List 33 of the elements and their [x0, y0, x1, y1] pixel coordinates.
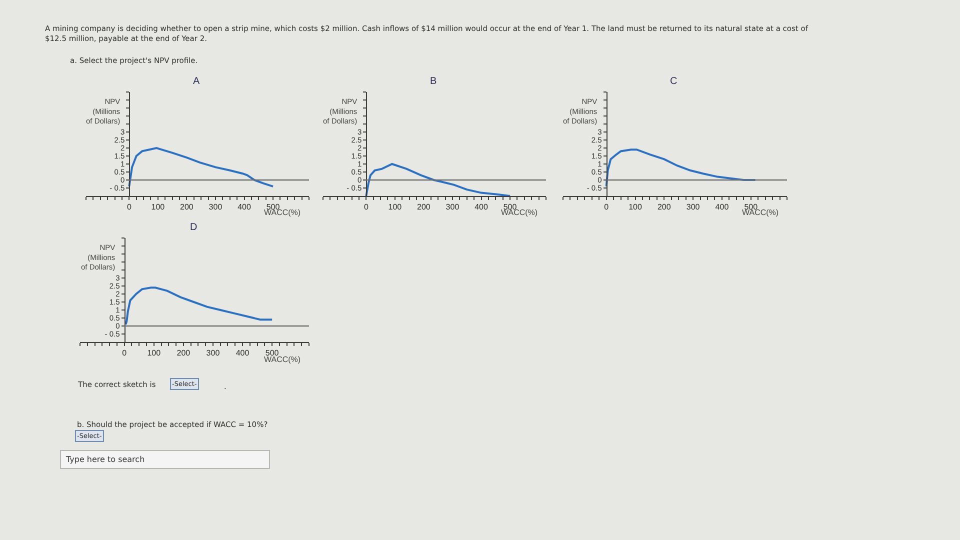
line-series [128, 147, 274, 188]
x-tick-label: 500 [265, 348, 280, 358]
x-tick-label: 100 [628, 202, 642, 212]
line-series [365, 163, 512, 196]
x-tick-label: 300 [686, 202, 700, 212]
chart-title: C [670, 76, 678, 87]
x-tick-label: 0 [126, 202, 132, 212]
x-tick-label: 300 [208, 202, 223, 212]
chart-title: D [190, 222, 198, 233]
x-axis-title: WACC(%) [742, 208, 779, 217]
chart-title: A [193, 76, 200, 87]
x-tick-label: 400 [715, 202, 730, 212]
x-tick-label: 400 [236, 348, 250, 358]
x-tick-label: 100 [388, 202, 402, 212]
x-tick-label: 400 [474, 202, 488, 212]
x-tick-label: 100 [147, 348, 162, 358]
x-tick-label: 300 [206, 348, 220, 358]
x-tick-label: 400 [238, 202, 252, 212]
x-tick-label: 200 [657, 202, 672, 212]
x-axis-title: WACC(%) [264, 355, 301, 364]
line-series [605, 148, 756, 188]
x-tick-label: 0 [604, 202, 610, 212]
x-tick-label: 200 [176, 348, 191, 358]
x-axis-title: WACC(%) [501, 208, 538, 217]
x-tick-label: 200 [180, 202, 194, 212]
x-axis-title: WACC(%) [264, 208, 301, 217]
chart-title: B [430, 76, 437, 87]
x-tick-label: 100 [151, 202, 166, 212]
x-tick-label: 200 [417, 202, 431, 212]
text: Type here to search [65, 455, 145, 464]
x-tick-label: 0 [364, 202, 369, 212]
x-tick-label: 300 [446, 202, 460, 212]
line-series [124, 286, 274, 326]
